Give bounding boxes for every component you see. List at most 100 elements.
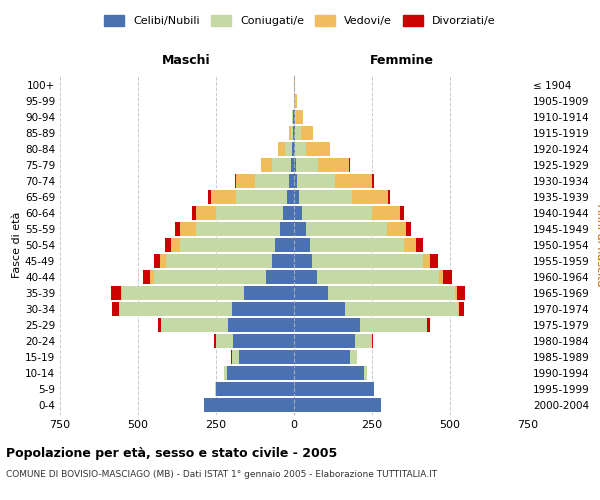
Bar bbox=[229, 318, 294, 332]
Bar bbox=[296, 158, 318, 172]
Bar bbox=[296, 110, 303, 124]
Bar bbox=[301, 126, 313, 140]
Bar bbox=[216, 334, 233, 348]
Bar bbox=[299, 190, 352, 204]
Bar bbox=[235, 174, 236, 188]
Bar bbox=[294, 318, 359, 332]
Bar bbox=[216, 382, 294, 396]
Bar bbox=[294, 254, 312, 268]
Bar bbox=[261, 158, 272, 172]
Bar bbox=[112, 286, 121, 300]
Bar bbox=[272, 158, 291, 172]
Bar bbox=[180, 238, 275, 252]
Bar bbox=[294, 270, 317, 284]
Bar bbox=[266, 270, 294, 284]
Bar bbox=[227, 366, 294, 380]
Bar bbox=[211, 190, 236, 204]
Bar bbox=[295, 126, 301, 140]
Bar bbox=[121, 286, 122, 300]
Bar bbox=[294, 286, 328, 300]
Bar bbox=[459, 302, 464, 316]
Bar bbox=[143, 270, 151, 284]
Bar bbox=[294, 206, 302, 220]
Bar bbox=[232, 350, 239, 364]
Bar bbox=[154, 270, 266, 284]
Bar bbox=[284, 142, 292, 156]
Text: Popolazione per età, sesso e stato civile - 2005: Popolazione per età, sesso e stato civil… bbox=[6, 448, 337, 460]
Bar bbox=[294, 110, 295, 124]
Bar bbox=[294, 398, 382, 412]
Bar bbox=[312, 254, 423, 268]
Bar bbox=[290, 126, 293, 140]
Bar bbox=[192, 206, 196, 220]
Bar bbox=[232, 302, 294, 316]
Bar bbox=[295, 110, 296, 124]
Bar bbox=[328, 286, 455, 300]
Bar bbox=[294, 382, 374, 396]
Bar bbox=[166, 254, 272, 268]
Bar bbox=[294, 334, 355, 348]
Bar bbox=[388, 190, 390, 204]
Text: COMUNE DI BOVISIO-MASCIAGO (MB) - Dati ISTAT 1° gennaio 2005 - Elaborazione TUTT: COMUNE DI BOVISIO-MASCIAGO (MB) - Dati I… bbox=[6, 470, 437, 479]
Bar bbox=[372, 174, 374, 188]
Bar bbox=[236, 190, 287, 204]
Bar bbox=[287, 190, 294, 204]
Bar bbox=[439, 270, 443, 284]
Bar bbox=[292, 110, 293, 124]
Bar bbox=[359, 318, 427, 332]
Bar bbox=[294, 238, 310, 252]
Bar bbox=[283, 206, 294, 220]
Bar bbox=[224, 366, 227, 380]
Bar bbox=[236, 174, 255, 188]
Bar bbox=[458, 302, 459, 316]
Bar bbox=[294, 366, 364, 380]
Bar bbox=[215, 382, 216, 396]
Y-axis label: Anni di nascita: Anni di nascita bbox=[595, 204, 600, 286]
Bar bbox=[294, 126, 295, 140]
Bar bbox=[158, 318, 161, 332]
Bar bbox=[455, 286, 457, 300]
Bar bbox=[119, 302, 232, 316]
Legend: Celibi/Nubili, Coniugati/e, Vedovi/e, Divorziati/e: Celibi/Nubili, Coniugati/e, Vedovi/e, Di… bbox=[100, 10, 500, 31]
Bar bbox=[260, 158, 261, 172]
Bar bbox=[122, 286, 244, 300]
Bar bbox=[180, 222, 196, 236]
Bar bbox=[112, 302, 119, 316]
Bar bbox=[306, 142, 329, 156]
Bar bbox=[293, 110, 294, 124]
Bar bbox=[297, 174, 335, 188]
Bar bbox=[400, 206, 404, 220]
Bar bbox=[196, 206, 216, 220]
Bar bbox=[231, 350, 232, 364]
Bar bbox=[294, 78, 295, 92]
Bar bbox=[278, 142, 284, 156]
Bar bbox=[275, 238, 294, 252]
Y-axis label: Fasce di età: Fasce di età bbox=[12, 212, 22, 278]
Bar bbox=[335, 174, 372, 188]
Bar bbox=[306, 222, 387, 236]
Bar bbox=[372, 206, 400, 220]
Bar bbox=[387, 222, 406, 236]
Bar bbox=[350, 350, 357, 364]
Bar bbox=[160, 254, 166, 268]
Bar bbox=[416, 238, 423, 252]
Bar bbox=[154, 254, 160, 268]
Bar bbox=[203, 398, 294, 412]
Bar bbox=[244, 286, 294, 300]
Bar bbox=[443, 270, 452, 284]
Bar bbox=[295, 142, 306, 156]
Bar bbox=[196, 222, 280, 236]
Bar bbox=[280, 222, 294, 236]
Text: Femmine: Femmine bbox=[370, 54, 434, 68]
Bar bbox=[295, 94, 298, 108]
Bar bbox=[292, 142, 294, 156]
Bar bbox=[310, 238, 404, 252]
Bar bbox=[294, 142, 295, 156]
Bar bbox=[364, 366, 367, 380]
Bar bbox=[423, 254, 430, 268]
Bar bbox=[355, 334, 372, 348]
Bar bbox=[294, 302, 346, 316]
Bar bbox=[214, 334, 216, 348]
Bar bbox=[291, 158, 294, 172]
Bar bbox=[302, 206, 372, 220]
